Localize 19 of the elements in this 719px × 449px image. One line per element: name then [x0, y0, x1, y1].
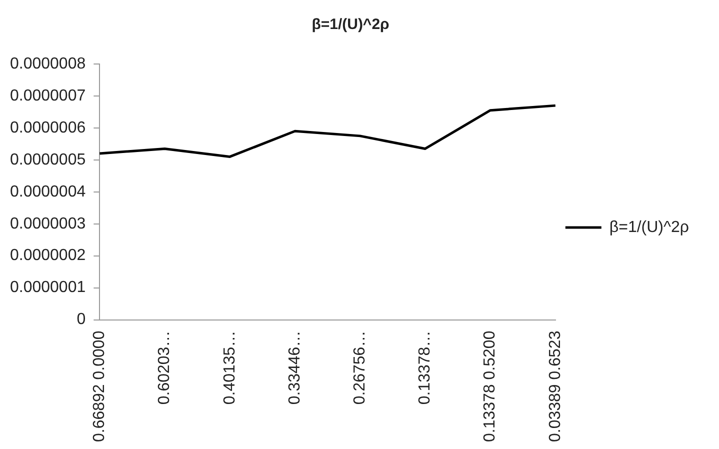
x-tick-label: 0.13378 0.5200 [482, 330, 499, 442]
x-tick-label: 0.13378… [416, 330, 434, 405]
y-tick-label: 0.0000003 [10, 215, 86, 232]
chart-title: β=1/(U)^2ρ [312, 16, 390, 34]
x-tick-label: 0.03389 0.6523 [546, 330, 564, 442]
y-tick-label: 0.0000004 [10, 183, 86, 200]
y-tick-label: 0.0000001 [10, 279, 86, 296]
x-tick-label: 0.33446… [286, 330, 304, 405]
y-tick-label: 0.0000006 [10, 119, 86, 136]
y-tick-label: 0 [76, 311, 86, 328]
y-tick-label: 0.0000002 [10, 247, 86, 264]
y-tick-label: 0.0000008 [10, 55, 86, 72]
x-tick-label: 0.66892 0.0000 [91, 330, 108, 442]
legend-label: β=1/(U)^2ρ [609, 218, 689, 236]
y-tick-label: 0.0000005 [10, 151, 86, 168]
y-tick-label: 0.0000007 [10, 87, 86, 104]
x-tick-label: 0.26756… [351, 330, 368, 405]
x-tick-label: 0.60203… [156, 330, 174, 405]
x-tick-label: 0.40135… [221, 330, 238, 405]
